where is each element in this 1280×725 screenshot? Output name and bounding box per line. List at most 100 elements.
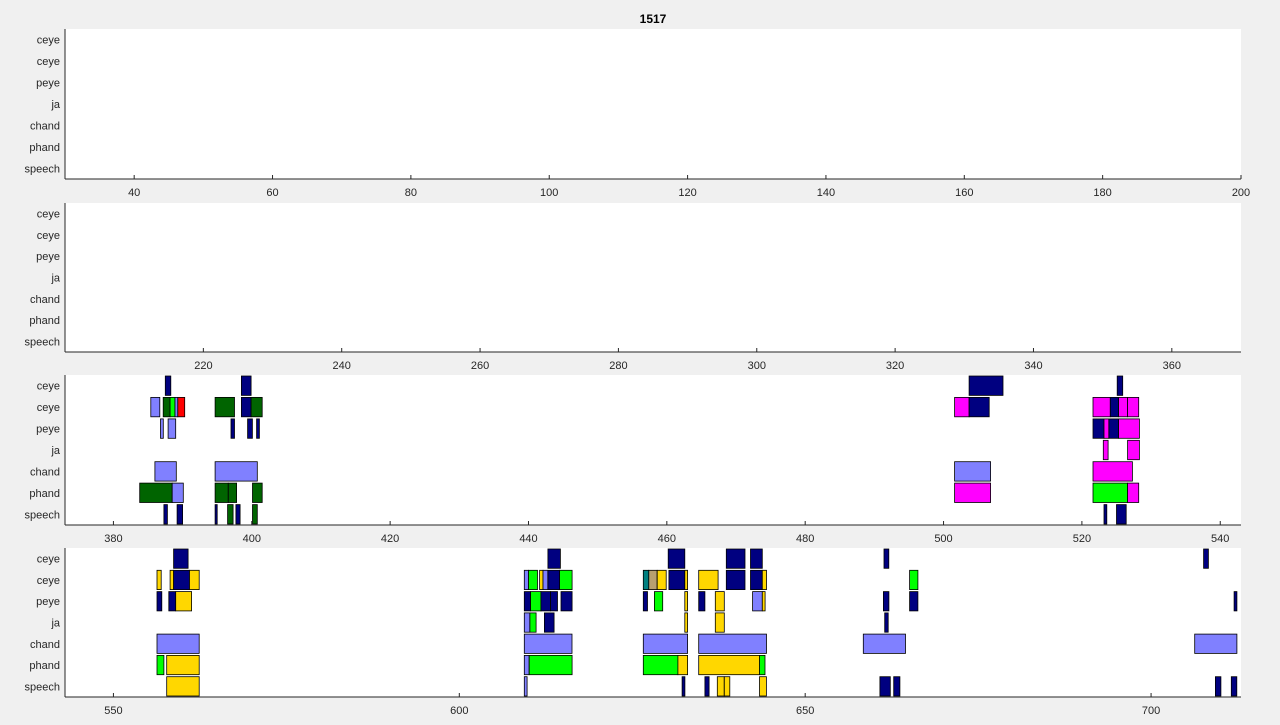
interval-bar: [723, 676, 731, 697]
interval-bar: [156, 569, 162, 590]
interval-bar: [1118, 418, 1140, 439]
row-label: phand: [29, 315, 60, 327]
x-tick-label: 360: [1163, 360, 1181, 372]
interval-bar: [761, 591, 766, 612]
interval-bar: [173, 569, 190, 590]
interval-bar: [954, 396, 970, 418]
interval-bar: [560, 591, 573, 612]
interval-bar: [893, 676, 901, 697]
interval-bar: [139, 482, 173, 503]
row-label: ja: [50, 618, 60, 630]
interval-bar: [523, 633, 573, 654]
interval-bar: [177, 396, 186, 418]
row-label: ceye: [37, 554, 60, 566]
interval-bar: [550, 591, 558, 612]
interval-bar: [523, 569, 529, 590]
interval-bar: [227, 504, 234, 525]
row-label: speech: [25, 509, 60, 521]
interval-bar: [761, 569, 767, 590]
interval-bar: [1108, 418, 1120, 439]
interval-bar: [684, 569, 688, 590]
x-tick-label: 480: [796, 533, 814, 545]
interval-bar: [235, 504, 241, 525]
interval-bar: [214, 461, 258, 482]
row-label: peye: [36, 251, 60, 263]
row-label: chand: [30, 120, 60, 132]
interval-bar: [150, 396, 161, 418]
interval-bar: [654, 591, 664, 612]
row-label: phand: [29, 142, 60, 154]
interval-bar: [154, 461, 177, 482]
x-tick-label: 500: [934, 533, 952, 545]
interval-bar: [547, 569, 561, 590]
interval-bar: [1092, 418, 1105, 439]
row-label: ceye: [37, 381, 60, 393]
interval-bar: [752, 591, 763, 612]
timeline-panel-3: ceye ceye peye ja chand phand speech 380 400 420 4…: [25, 375, 1241, 545]
row-label: chand: [30, 639, 60, 651]
x-tick-label: 120: [678, 187, 696, 199]
interval-bar: [166, 676, 200, 697]
x-tick-label: 400: [243, 533, 261, 545]
interval-bar: [523, 591, 531, 612]
interval-bar: [162, 396, 171, 418]
interval-bar: [862, 633, 906, 654]
interval-bar: [528, 655, 573, 676]
interval-bar: [1215, 676, 1222, 697]
row-label: speech: [25, 336, 60, 348]
interval-bar: [542, 569, 549, 590]
interval-bar: [698, 569, 719, 590]
row-label: ja: [50, 99, 60, 111]
interval-bar: [684, 591, 688, 612]
interval-bar: [759, 655, 766, 676]
interval-bar: [879, 676, 891, 697]
interval-bar: [750, 569, 763, 590]
row-label: peye: [36, 78, 60, 90]
interval-bar: [256, 418, 260, 439]
row-label: phand: [29, 488, 60, 500]
interval-bar: [1230, 676, 1238, 697]
interval-bar: [252, 482, 263, 503]
row-label: ceye: [37, 402, 60, 414]
interval-bar: [523, 612, 531, 633]
interval-bar: [529, 612, 537, 633]
x-tick-label: 200: [1232, 187, 1250, 199]
interval-bar: [968, 375, 1004, 396]
interval-bar: [169, 569, 175, 590]
interval-bar: [189, 569, 200, 590]
interval-bar: [167, 418, 177, 439]
interval-bar: [214, 482, 229, 503]
x-tick-label: 240: [333, 360, 351, 372]
interval-bar: [1127, 439, 1140, 461]
interval-bar: [883, 548, 890, 569]
plot-area: [65, 203, 1241, 352]
interval-bar: [1102, 439, 1109, 461]
row-label: chand: [30, 466, 60, 478]
interval-bar: [156, 633, 200, 654]
interval-bar: [1194, 633, 1238, 654]
interval-bar: [1118, 396, 1128, 418]
interval-bar: [648, 569, 658, 590]
interval-bar: [214, 396, 235, 418]
interval-bar: [909, 591, 919, 612]
interval-bar: [528, 569, 538, 590]
x-tick-label: 180: [1093, 187, 1111, 199]
figure-title: 1517: [640, 12, 667, 26]
interval-bar: [544, 612, 555, 633]
interval-bar: [681, 676, 686, 697]
plot-area: [65, 29, 1241, 179]
interval-bar: [240, 375, 252, 396]
interval-bar: [171, 482, 184, 503]
interval-bar: [1092, 482, 1128, 503]
interval-bar: [714, 612, 725, 633]
row-label: ceye: [37, 35, 60, 47]
interval-bar: [164, 375, 172, 396]
row-label: phand: [29, 660, 60, 672]
interval-bar: [884, 612, 889, 633]
x-tick-label: 600: [450, 705, 468, 717]
interval-bar: [656, 569, 667, 590]
interval-bar: [1092, 396, 1111, 418]
interval-bar: [169, 396, 176, 418]
interval-bar: [668, 569, 686, 590]
